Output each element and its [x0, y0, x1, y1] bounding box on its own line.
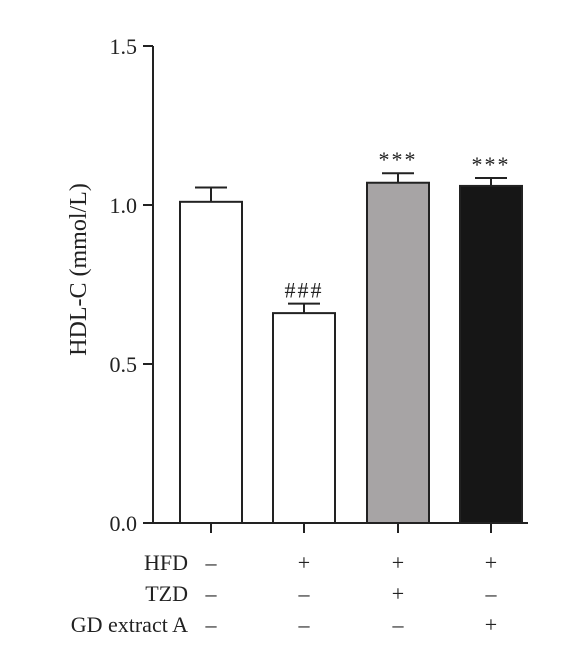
condition-sign-r1-c4: + [485, 550, 497, 575]
condition-label-1: HFD [144, 550, 188, 575]
bars-group [179, 181, 523, 525]
bar-4 [459, 184, 523, 524]
significance-annotations: ### *** *** [285, 147, 511, 303]
significance-label-4: *** [472, 152, 511, 177]
condition-label-3: GD extract A [71, 612, 188, 637]
condition-sign-r2-c4: – [485, 581, 498, 606]
condition-sign-r3-c3: – [392, 612, 405, 637]
condition-sign-r3-c2: – [298, 612, 311, 637]
condition-sign-r2-c2: – [298, 581, 311, 606]
condition-sign-r1-c1: – [205, 550, 218, 575]
error-bars-group [195, 172, 507, 314]
bar-2 [272, 312, 336, 524]
condition-table: HFD – + + +TZD – – + –GD extract A – – – + [71, 550, 498, 637]
condition-sign-r1-c3: + [392, 550, 404, 575]
condition-sign-r2-c3: + [392, 581, 404, 606]
x-axis-ticks [210, 523, 492, 533]
y-axis-ticks: 0.0 0.5 1.0 1.5 [110, 34, 153, 536]
bar-1 [179, 200, 243, 524]
y-tick-label-2: 1.0 [110, 193, 138, 218]
significance-label-3: *** [379, 147, 418, 172]
y-tick-label-3: 1.5 [110, 34, 138, 59]
condition-label-2: TZD [145, 581, 188, 606]
condition-sign-r3-c4: + [485, 612, 497, 637]
significance-label-2: ### [285, 278, 324, 303]
y-axis-label: HDL-C (mmol/L) [66, 183, 92, 356]
y-tick-label-0: 0.0 [110, 511, 138, 536]
condition-sign-r2-c1: – [205, 581, 218, 606]
condition-sign-r1-c2: + [298, 550, 310, 575]
y-tick-label-1: 0.5 [110, 352, 138, 377]
bar-3 [366, 181, 430, 525]
condition-sign-r3-c1: – [205, 612, 218, 637]
